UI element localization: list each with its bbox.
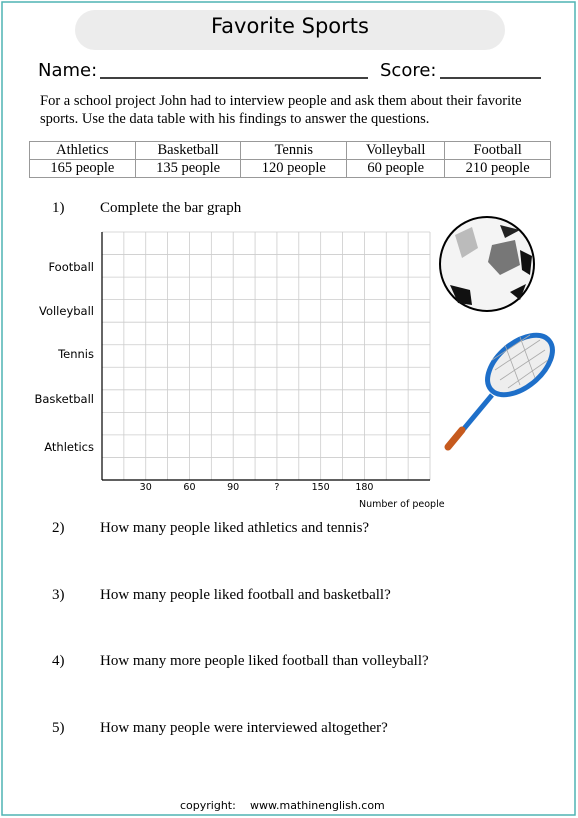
table-cell: 60 people [346, 159, 446, 178]
table-header: Volleyball [346, 141, 446, 160]
question-number: 1) [52, 200, 65, 216]
x-label: 90 [227, 482, 240, 493]
y-label: Basketball [34, 392, 95, 406]
x-label: 30 [139, 482, 152, 493]
question-number: 3) [52, 587, 65, 603]
question-text: How many people were interviewed altoget… [100, 720, 388, 736]
question-number: 4) [52, 653, 65, 669]
question-text: How many people liked football and baske… [100, 587, 391, 603]
soccer-ball [439, 216, 535, 312]
title: Favorite Sports [211, 14, 369, 38]
score-label: Score: [380, 60, 437, 81]
question-number: 5) [52, 720, 65, 736]
y-label: Football [48, 260, 94, 274]
x-label: 150 [311, 482, 330, 493]
y-label: Athletics [44, 440, 94, 454]
y-label: Tennis [58, 347, 94, 361]
question-text: How many people liked athletics and tenn… [100, 520, 370, 536]
question-text: How many more people liked football than… [100, 653, 429, 669]
question-number: 2) [52, 520, 65, 536]
table-cell: 210 people [444, 159, 551, 178]
x-axis-label: Number of people [359, 499, 445, 510]
x-label: 180 [355, 482, 374, 493]
table-header: Tennis [240, 141, 348, 160]
x-label: ? [274, 482, 280, 493]
table-header: Basketball [134, 141, 242, 160]
data-table: Athletics Basketball Tennis Volleyball Footb… [29, 141, 551, 178]
name-label: Name: [38, 60, 98, 81]
table-cell: 135 people [134, 159, 242, 178]
x-label: 60 [183, 482, 196, 493]
table-cell: 165 people [29, 159, 136, 178]
question-text: Complete the bar graph [100, 200, 242, 216]
copyright: copyright: [180, 799, 236, 812]
y-label: Volleyball [38, 304, 94, 318]
table-header: Athletics [29, 141, 136, 160]
table-cell: 120 people [240, 159, 348, 178]
url: www.mathinenglish.com [250, 799, 385, 812]
intro: For a school project John had to intervi… [40, 93, 522, 127]
tennis-racket [444, 332, 555, 451]
table-header: Football [444, 141, 551, 160]
